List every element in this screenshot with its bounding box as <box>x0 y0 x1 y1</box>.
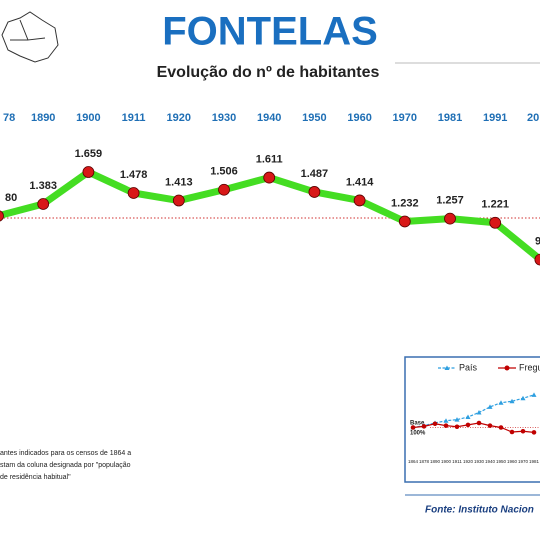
data-label: 80 <box>5 192 17 204</box>
x-tick-label: 1920 <box>167 112 191 124</box>
data-label: 1.487 <box>301 168 329 180</box>
x-tick-label: 1940 <box>257 112 281 124</box>
point <box>498 400 504 405</box>
data-label: 9 <box>535 236 540 248</box>
x-tick-label: 20 <box>527 112 539 124</box>
x-tick-label: 1950 <box>302 112 326 124</box>
point <box>465 422 471 428</box>
point <box>432 421 438 427</box>
point <box>487 423 493 428</box>
x-tick-label: 1981 <box>529 459 540 464</box>
legend-marker <box>504 365 510 371</box>
data-label: 1.221 <box>481 199 509 211</box>
x-tick-label: 1940 <box>485 459 496 464</box>
point <box>0 210 4 222</box>
footnote: antes indicados para os censos de 1864 a <box>0 450 131 457</box>
data-label: 1.257 <box>436 195 464 207</box>
point <box>476 420 482 426</box>
legend-marker <box>444 365 450 370</box>
point <box>443 423 449 428</box>
x-tick-label: 1960 <box>347 112 371 124</box>
legend-label: Fregu <box>519 362 540 372</box>
point <box>454 424 460 430</box>
data-label: 1.413 <box>165 176 193 188</box>
x-tick-label: 1960 <box>507 459 518 464</box>
point <box>82 166 95 178</box>
x-tick-label: 1878 <box>419 459 430 464</box>
point <box>531 392 537 397</box>
point <box>520 428 526 434</box>
point <box>308 186 321 198</box>
base-label: 100% <box>410 431 426 437</box>
data-label: 1.506 <box>210 166 238 178</box>
point <box>489 216 502 229</box>
x-tick-label: 1981 <box>438 112 462 124</box>
x-tick-label: 1890 <box>430 459 441 464</box>
data-label: 1.611 <box>256 153 283 165</box>
point <box>398 215 411 228</box>
point <box>534 253 540 266</box>
point <box>509 398 515 404</box>
point <box>444 212 456 225</box>
point <box>487 404 493 409</box>
point <box>172 194 185 207</box>
x-tick-label: 1930 <box>212 112 236 124</box>
map-outline <box>1 11 59 63</box>
point <box>353 194 366 207</box>
x-tick-label: 1950 <box>496 459 507 464</box>
point <box>498 425 504 430</box>
subtitle: Evolução do nº de habitantes <box>157 64 380 81</box>
point <box>531 430 537 435</box>
inset-frame <box>404 356 540 483</box>
x-tick-label: 1900 <box>441 459 452 464</box>
point <box>509 429 515 435</box>
x-tick-label: 78 <box>3 112 15 124</box>
point <box>37 198 50 210</box>
point <box>454 417 460 422</box>
base-label: Base <box>410 421 425 427</box>
data-label: 1.383 <box>29 180 57 192</box>
x-tick-label: 1930 <box>474 459 485 464</box>
data-label: 1.659 <box>75 148 103 160</box>
data-label: 1.414 <box>346 176 374 188</box>
point <box>465 414 471 419</box>
point <box>410 425 416 430</box>
x-tick-label: 1900 <box>76 112 100 124</box>
x-tick-label: 1890 <box>31 112 55 124</box>
title: FONTELAS <box>162 10 378 54</box>
footnote: stam da coluna designada por "população <box>0 462 131 469</box>
x-tick-label: 1911 <box>122 112 146 124</box>
point <box>263 171 276 184</box>
point <box>421 424 427 429</box>
point <box>218 183 230 196</box>
x-tick-label: 1911 <box>452 459 462 464</box>
x-tick-label: 1970 <box>518 459 529 464</box>
x-tick-label: 1864 <box>408 459 419 464</box>
point <box>520 395 526 401</box>
data-label: 1.232 <box>391 197 419 209</box>
x-tick-label: 1991 <box>483 112 507 124</box>
legend-label: País <box>459 362 478 372</box>
series-line <box>0 168 540 263</box>
point <box>127 187 140 199</box>
point <box>443 418 449 423</box>
point <box>476 410 482 415</box>
footnote: de residência habitual" <box>0 474 71 481</box>
x-tick-label: 1970 <box>393 112 417 124</box>
x-tick-label: 1920 <box>463 459 474 464</box>
source: Fonte: Instituto Nacion <box>425 505 534 516</box>
data-label: 1.478 <box>120 169 148 181</box>
